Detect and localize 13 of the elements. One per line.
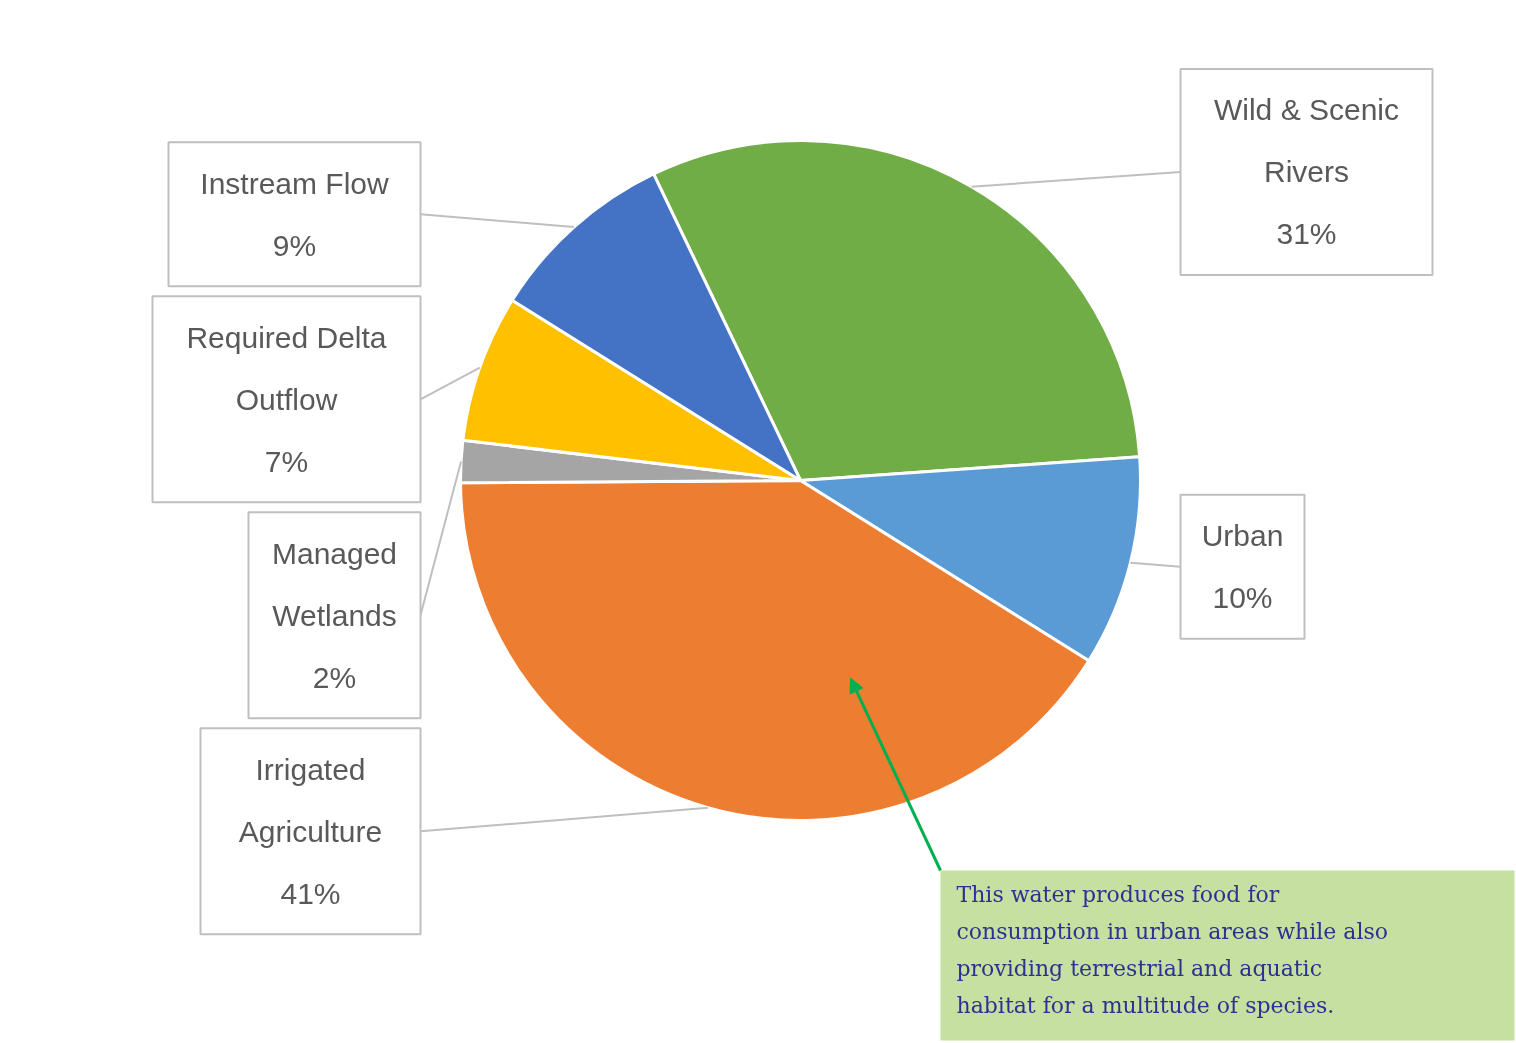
data-label: 31%: [1276, 217, 1337, 251]
data-label: 10%: [1212, 581, 1273, 615]
slice-label: Managed Wetlands: [271, 536, 398, 632]
data-label: 2%: [312, 660, 357, 694]
slice-label: Wild & Scenic Rivers: [1213, 93, 1400, 189]
text: This water produces food for consumption in urban areas while also providing terrestrial and aquatic habitat for a multitude of species.: [956, 882, 1388, 1018]
slice-label: Instream Flow: [200, 166, 390, 200]
slice-label: Irrigated Agriculture: [238, 752, 383, 848]
slice-label: Urban: [1201, 519, 1284, 553]
data-label: 41%: [280, 876, 341, 910]
data-label: 9%: [272, 228, 317, 262]
slice-label: Required Delta Outflow: [186, 320, 387, 416]
data-label: 7%: [264, 444, 309, 478]
